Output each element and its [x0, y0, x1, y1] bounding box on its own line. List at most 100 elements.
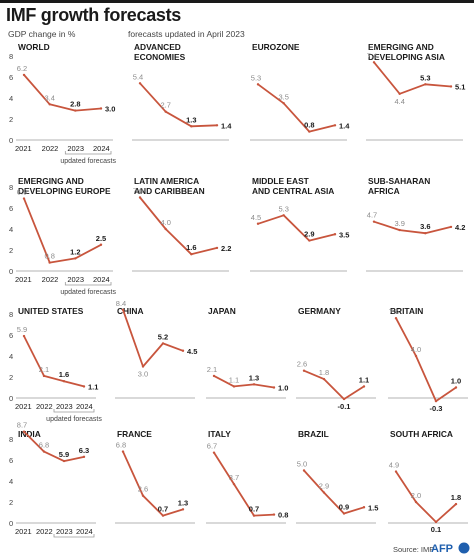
data-label: 8.4 [116, 299, 126, 308]
x-tick-label: 2022 [42, 275, 59, 284]
chart-brazil: BRAZIL 5.0 2.9 0.9 1.5 [296, 429, 378, 524]
y-tick-label: 2 [9, 498, 13, 507]
x-tick-label: 2022 [42, 144, 59, 153]
chart-world: WORLD 0 2 4 6 8 2021 2022 2023 2024 updated foreca… [9, 42, 116, 165]
data-point [232, 385, 236, 388]
data-point [74, 109, 77, 112]
data-point [164, 110, 167, 113]
data-label: 5.1 [455, 82, 465, 91]
chart-title: EMERGING AND [18, 176, 84, 186]
y-tick-label: 8 [9, 183, 13, 192]
data-label: 3.5 [339, 230, 349, 239]
data-label: 0.7 [249, 505, 259, 514]
data-point [121, 450, 125, 453]
chart-title: BRAZIL [298, 429, 329, 439]
y-tick-label: 8 [9, 310, 13, 319]
y-tick-label: 0 [9, 136, 13, 145]
chart-title: ECONOMIES [134, 52, 186, 62]
data-point [99, 243, 103, 246]
data-label: 5.9 [17, 325, 27, 334]
x-tick-label: 2023 [56, 527, 73, 536]
series-line [213, 375, 275, 389]
y-tick-label: 6 [9, 73, 13, 82]
top-rule [0, 0, 474, 3]
chart-title: JAPAN [208, 306, 236, 316]
data-point [22, 334, 26, 338]
data-label: 8.7 [17, 421, 27, 430]
data-point [308, 130, 311, 133]
data-point [414, 500, 418, 504]
data-label: 2.0 [411, 491, 421, 500]
updated-forecasts-label: updated forecasts [46, 416, 102, 423]
afp-logo: AFP [431, 542, 470, 555]
data-label: 1.1 [359, 375, 369, 384]
y-tick-label: 2 [9, 115, 13, 124]
chart-japan: JAPAN 2.1 1.1 1.3 1.0 [206, 306, 288, 399]
data-label: 0.8 [304, 121, 314, 130]
data-label: 1.8 [319, 368, 329, 377]
chart-title: EUROZONE [252, 42, 300, 52]
data-point [256, 83, 260, 86]
chart-title: INDIA [18, 429, 41, 439]
x-tick-label: 2022 [36, 402, 53, 411]
data-point [138, 196, 142, 199]
data-point [42, 450, 46, 453]
data-point [449, 85, 453, 88]
data-point [398, 228, 401, 232]
series-line [23, 335, 85, 388]
data-point [322, 491, 326, 494]
data-label: 1.0 [451, 377, 461, 386]
data-label: 5.3 [278, 204, 288, 213]
updated-forecasts-label: updated forecasts [60, 289, 116, 296]
updated-bracket [64, 151, 112, 155]
series-line [395, 317, 457, 402]
data-label: 4.0 [160, 218, 170, 227]
series-line [373, 61, 452, 95]
data-point [164, 227, 167, 231]
data-label: 5.0 [297, 460, 307, 469]
series-line [23, 198, 102, 264]
series-line [122, 309, 184, 368]
data-label: 7.4 [367, 51, 377, 60]
x-tick-label: 2023 [56, 402, 73, 411]
data-point [414, 354, 418, 358]
data-label: 1.4 [339, 121, 350, 130]
data-label: 2.8 [70, 100, 80, 109]
data-label: 1.1 [88, 382, 98, 391]
data-point [394, 317, 398, 320]
chart-title: FRANCE [117, 429, 152, 439]
y-tick-label: 2 [9, 373, 13, 382]
data-point [232, 482, 236, 486]
data-label: 3.7 [229, 473, 239, 482]
data-label: 2.2 [221, 244, 231, 253]
data-point [372, 61, 376, 64]
y-tick-label: 0 [9, 267, 13, 276]
chart-title: UNITED STATES [18, 306, 84, 316]
y-tick-label: 4 [9, 477, 13, 486]
data-point [48, 261, 51, 264]
data-point [454, 502, 458, 506]
chart-title: ADVANCED [134, 42, 181, 52]
data-label: 0.7 [158, 505, 168, 514]
y-tick-label: 4 [9, 225, 13, 234]
series-line [303, 469, 365, 515]
y-tick-label: 2 [9, 246, 13, 255]
data-label: 0.1 [431, 525, 441, 534]
chart-title: AND CENTRAL ASIA [252, 186, 334, 196]
data-label: 4.4 [394, 97, 404, 106]
data-point [22, 73, 26, 77]
data-label: 1.3 [249, 373, 259, 382]
updated-bracket [53, 409, 95, 413]
data-label: 1.4 [221, 121, 232, 130]
forecast-note: forecasts updated in April 2023 [128, 29, 245, 39]
data-point [394, 470, 398, 473]
data-point [252, 514, 256, 517]
x-tick-label: 2021 [15, 402, 32, 411]
data-label: 1.0 [278, 384, 288, 393]
series-line [122, 451, 184, 517]
